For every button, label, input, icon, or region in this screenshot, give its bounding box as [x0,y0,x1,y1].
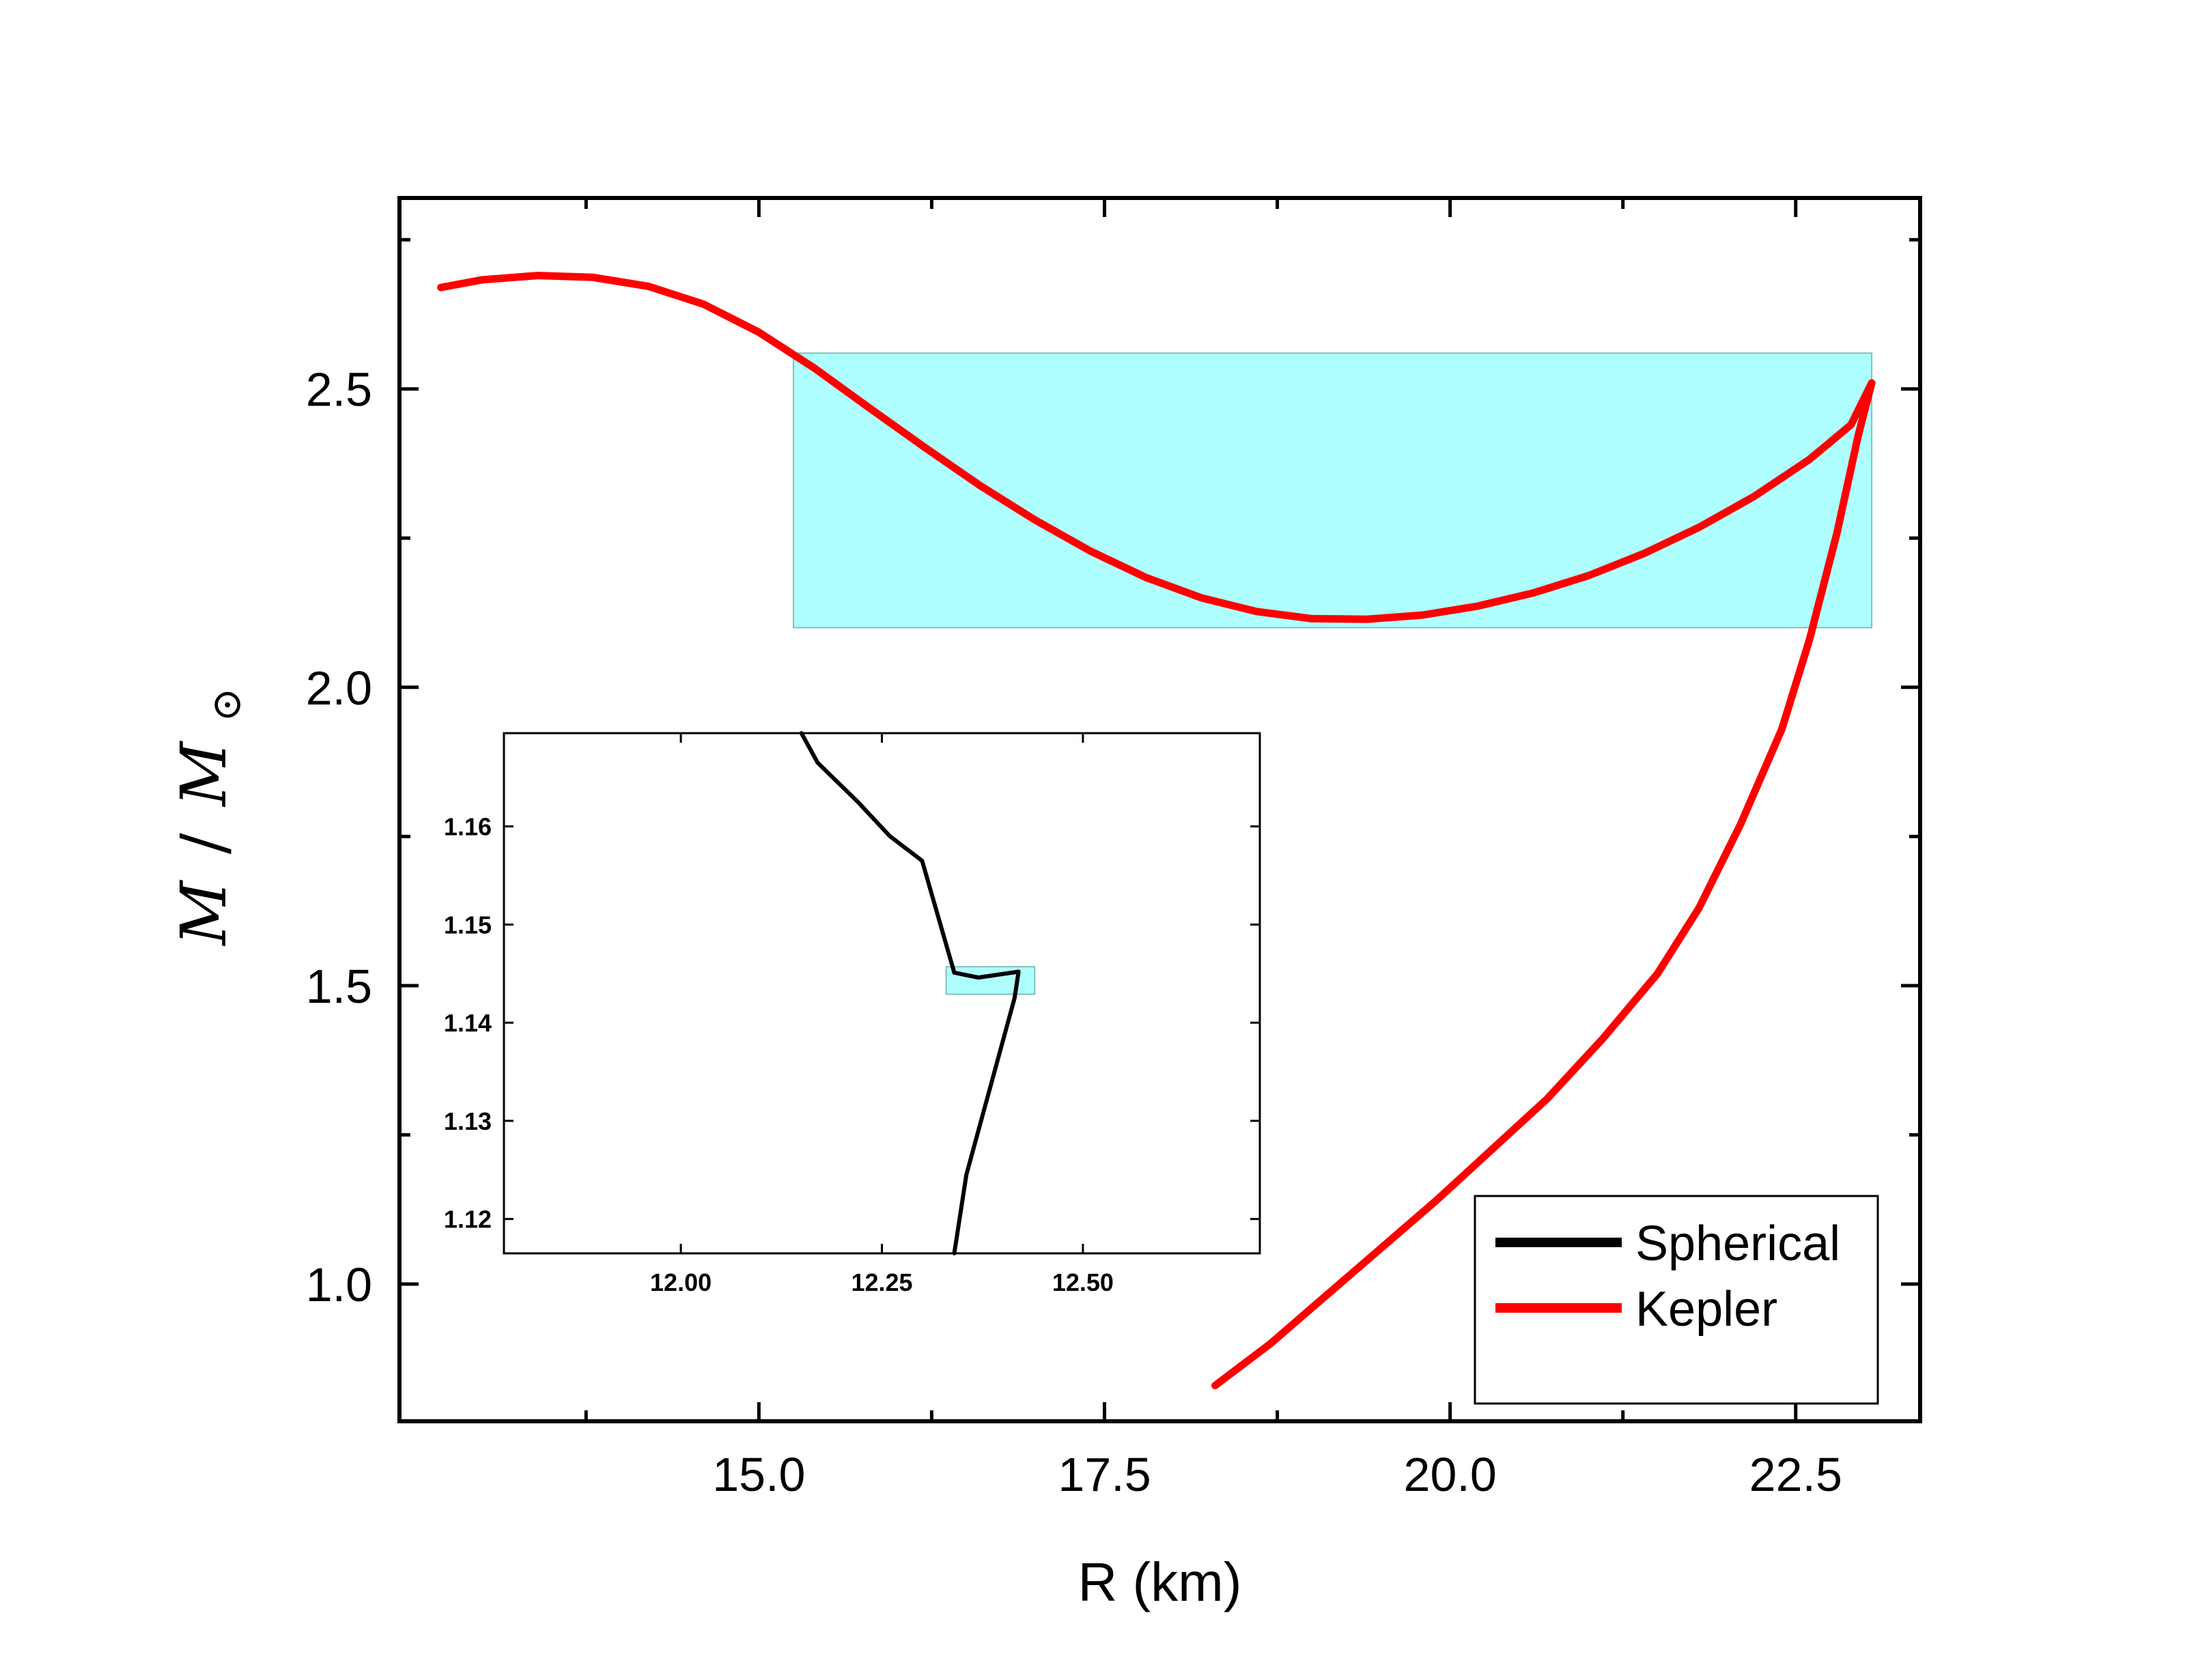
series-line-spherical [799,731,1021,1255]
x-tick-label: 20.0 [1404,1448,1497,1501]
inset-highlight-band [945,966,1036,995]
y-axis-title-msun: M [167,740,240,808]
y-tick-label: 1.0 [306,1258,372,1311]
x-tick-label: 17.5 [1058,1448,1151,1501]
series-line-kepler [437,272,1876,1390]
inset-y-tick-label: 1.13 [444,1107,492,1135]
y-axis-title: M / M ⊙ [167,687,251,946]
inset-y-tick-label: 1.12 [444,1206,492,1234]
y-tick-label: 2.5 [306,363,372,416]
inset-x-tick-label: 12.25 [851,1268,912,1296]
inset-background [504,733,1260,1253]
legend-label-kepler: Kepler [1635,1282,1777,1337]
y-axis-title-slash: / [167,833,240,854]
plot-frame [397,196,1922,1423]
sun-symbol: ⊙ [203,687,251,722]
inset-axis-ticks: 12.00 12.25 12.50 1.12 1.13 1.14 1.15 1.16 [444,733,1260,1296]
main-axis-ticks: 15.0 17.5 20.0 22.5 1.0 1.5 2.0 2.5 [306,198,1920,1501]
x-axis-title: R (km) [1078,1552,1242,1612]
inset-frame [503,732,1261,1255]
inset-x-tick-label: 12.00 [650,1268,712,1296]
highlight-band [792,352,1873,629]
inset-y-tick-label: 1.15 [444,911,492,939]
x-tick-label: 22.5 [1749,1448,1842,1501]
main-plot: 15.0 17.5 20.0 22.5 1.0 1.5 2.0 2.5 [306,196,1922,1501]
y-tick-label: 1.5 [306,960,372,1013]
inset-x-tick-label: 12.50 [1052,1268,1114,1296]
legend-label-spherical: Spherical [1635,1216,1840,1271]
y-axis-title-m: M [167,879,240,947]
legend: Spherical Kepler [1474,1195,1879,1405]
inset-plot: 12.00 12.25 12.50 1.12 1.13 1.14 1.15 1.16 [444,731,1261,1296]
legend-box [1474,1195,1879,1405]
x-tick-label: 15.0 [712,1448,805,1501]
inset-y-tick-label: 1.16 [444,813,492,841]
svg-text:M / M ⊙: M / M ⊙ [167,687,251,946]
inset-y-tick-label: 1.14 [444,1009,492,1037]
y-tick-label: 2.0 [306,661,372,715]
